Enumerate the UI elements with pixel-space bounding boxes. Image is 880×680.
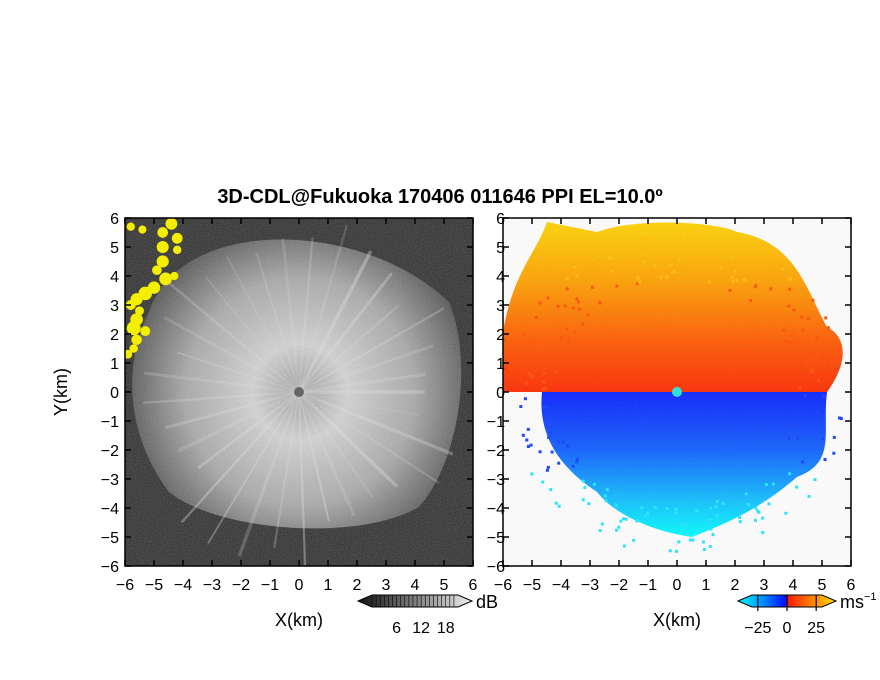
y-tick-label: 6 — [110, 211, 119, 228]
high-echo-cell — [171, 232, 183, 244]
y-tick-label: −6 — [101, 559, 119, 576]
x-tick-label: −5 — [145, 577, 163, 594]
x-tick-label: 4 — [411, 577, 420, 594]
y-tick-label: −1 — [487, 414, 505, 431]
y-tick-label: −5 — [487, 530, 505, 547]
y-tick-label: 5 — [110, 240, 119, 257]
y-tick-label: −5 — [101, 530, 119, 547]
colorbar-unit-superscript: −1 — [864, 591, 877, 603]
figure-title: 3D-CDL@Fukuoka 170406 011646 PPI EL=10.0… — [217, 186, 663, 208]
y-tick-label: −2 — [101, 443, 119, 460]
high-echo-cell — [157, 227, 169, 238]
high-echo-cell — [172, 245, 182, 255]
colorbar-tick-label: −25 — [744, 620, 771, 637]
high-echo-cell — [131, 334, 142, 346]
x-tick-label: −3 — [203, 577, 221, 594]
y-tick-label: −4 — [101, 501, 119, 518]
y-tick-label: 2 — [496, 327, 505, 344]
y-tick-label: 1 — [496, 356, 505, 373]
x-tick-label: −3 — [581, 577, 599, 594]
x-tick-label: −4 — [552, 577, 570, 594]
x-tick-label: 3 — [382, 577, 391, 594]
intensity-colorbar — [356, 594, 474, 608]
x-tick-label: −6 — [116, 577, 134, 594]
x-tick-label: −2 — [610, 577, 628, 594]
y-tick-label: 6 — [496, 211, 505, 228]
high-echo-cell — [156, 240, 169, 254]
high-echo-cell — [165, 218, 178, 230]
x-tick-label: −1 — [639, 577, 657, 594]
x-tick-label: 2 — [353, 577, 362, 594]
high-echo-cell — [152, 265, 162, 276]
y-tick-label: −3 — [101, 472, 119, 489]
x-tick-label: 4 — [789, 577, 798, 594]
x-tick-label: −5 — [523, 577, 541, 594]
y-tick-label: −6 — [487, 559, 505, 576]
colorbar-tick-label: 12 — [412, 620, 430, 637]
x-tick-label: 6 — [847, 577, 856, 594]
high-echo-cell — [126, 222, 135, 231]
high-echo-cell — [129, 344, 138, 353]
colorbar-tick-label: 25 — [807, 620, 825, 637]
x-tick-label: 1 — [702, 577, 711, 594]
y-tick-label: 3 — [496, 298, 505, 315]
y-axis-label: Y(km) — [51, 368, 71, 416]
y-tick-label: 1 — [110, 356, 119, 373]
x-tick-label: −1 — [261, 577, 279, 594]
x-tick-label: 2 — [731, 577, 740, 594]
y-tick-label: 4 — [110, 269, 119, 286]
high-echo-cell — [170, 271, 179, 281]
high-echo-cell — [159, 272, 172, 286]
x-tick-label: 0 — [673, 577, 682, 594]
colorbar-unit: dB — [476, 592, 498, 612]
high-echo-cell — [135, 306, 144, 316]
colorbar-tick-label: 0 — [783, 620, 792, 637]
high-echo-cell — [125, 349, 133, 359]
high-echo-cell — [138, 225, 147, 234]
x-tick-label: 5 — [818, 577, 827, 594]
y-tick-label: 5 — [496, 240, 505, 257]
y-tick-label: −1 — [101, 414, 119, 431]
high-echo-cell — [126, 321, 141, 336]
colorbar-unit: ms−1 — [840, 591, 877, 612]
y-tick-label: 3 — [110, 298, 119, 315]
velocity-field — [503, 218, 851, 566]
radar-site-marker — [672, 387, 682, 397]
y-tick-label: 4 — [496, 269, 505, 286]
y-tick-label: −4 — [487, 501, 505, 518]
x-tick-label: −6 — [494, 577, 512, 594]
high-echo-cell — [156, 255, 169, 268]
high-echo-cell — [140, 326, 151, 337]
x-tick-label: 1 — [324, 577, 333, 594]
y-tick-label: 2 — [110, 327, 119, 344]
x-tick-label: −4 — [174, 577, 192, 594]
y-tick-label: 0 — [496, 385, 505, 402]
y-tick-label: −3 — [487, 472, 505, 489]
colorbar-tick-label: 18 — [437, 620, 455, 637]
x-tick-label: 6 — [469, 577, 478, 594]
x-tick-label: 5 — [440, 577, 449, 594]
radar-site-marker — [294, 387, 304, 397]
y-tick-label: 0 — [110, 385, 119, 402]
intensity-field — [125, 218, 473, 566]
x-tick-label: −2 — [232, 577, 250, 594]
x-axis-label: X(km) — [275, 610, 323, 630]
y-tick-label: −2 — [487, 443, 505, 460]
x-axis-label: X(km) — [653, 610, 701, 630]
colorbar-tick-label: 6 — [392, 620, 401, 637]
x-tick-label: 0 — [295, 577, 304, 594]
x-tick-label: 3 — [760, 577, 769, 594]
